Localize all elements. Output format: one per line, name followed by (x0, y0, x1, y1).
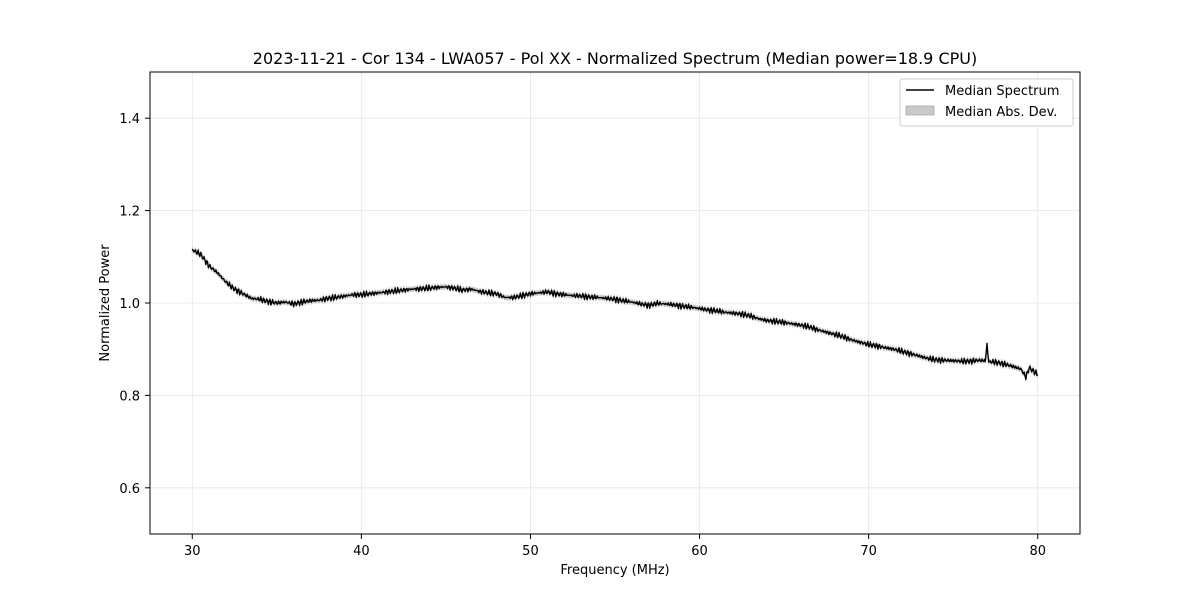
legend-box (899, 78, 1074, 127)
median-spectrum-line (191, 248, 1039, 381)
x-tick-label: 50 (522, 544, 539, 559)
y-tick-label: 1.0 (119, 297, 140, 312)
legend-band-swatch (905, 105, 935, 116)
y-axis-label: Normalized Power (98, 244, 113, 362)
legend-label-median-abs-dev: Median Abs. Dev. (945, 105, 1057, 120)
mad-band-layer (192, 246, 1038, 383)
x-tick-label: 40 (353, 544, 370, 559)
x-axis-ticks: 30 40 50 60 70 80 (184, 534, 1046, 559)
mad-band (192, 246, 1038, 383)
y-tick-label: 0.8 (119, 389, 140, 404)
y-axis-ticks: 0.6 0.8 1.0 1.2 1.4 (119, 112, 150, 497)
y-tick-label: 1.2 (119, 205, 140, 220)
median-spectrum-layer (191, 248, 1039, 381)
x-tick-label: 60 (691, 544, 708, 559)
y-tick-label: 0.6 (119, 482, 140, 497)
x-tick-label: 80 (1029, 544, 1046, 559)
legend-label-median-spectrum: Median Spectrum (945, 84, 1059, 99)
grid-lines (150, 72, 1080, 534)
x-axis-label: Frequency (MHz) (560, 563, 669, 578)
legend: Median Spectrum Median Abs. Dev. (899, 78, 1074, 127)
chart-title: 2023-11-21 - Cor 134 - LWA057 - Pol XX -… (253, 49, 977, 68)
x-tick-label: 70 (860, 544, 877, 559)
y-tick-label: 1.4 (119, 112, 140, 127)
x-tick-label: 30 (184, 544, 201, 559)
